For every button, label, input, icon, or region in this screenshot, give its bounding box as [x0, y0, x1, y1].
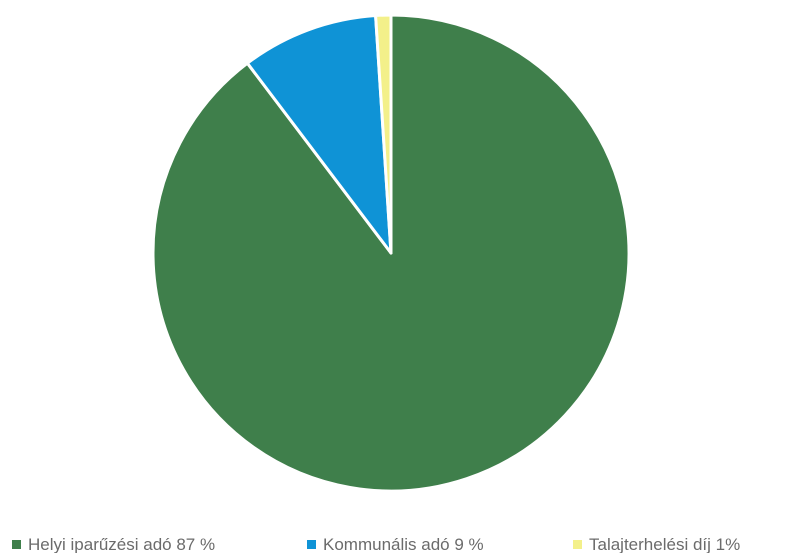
legend-label: Talajterhelési díj 1% [589, 535, 740, 553]
legend-swatch [573, 540, 582, 549]
pie-slice-3 [374, 13, 393, 255]
legend: Helyi iparűzési adó 87 % Kommunális adó … [12, 535, 740, 553]
legend-label: Helyi iparűzési adó 87 % [28, 535, 215, 553]
legend-swatch [307, 540, 316, 549]
pie-slices [151, 13, 631, 493]
legend-item: Helyi iparűzési adó 87 % [12, 535, 215, 553]
legend-swatch [12, 540, 21, 549]
pie-slice-2 [245, 13, 393, 255]
legend-item: Kommunális adó 9 % [307, 535, 484, 553]
pie-slice-1 [151, 13, 631, 493]
legend-item: Talajterhelési díj 1% [573, 535, 740, 553]
legend-label: Kommunális adó 9 % [323, 535, 484, 553]
